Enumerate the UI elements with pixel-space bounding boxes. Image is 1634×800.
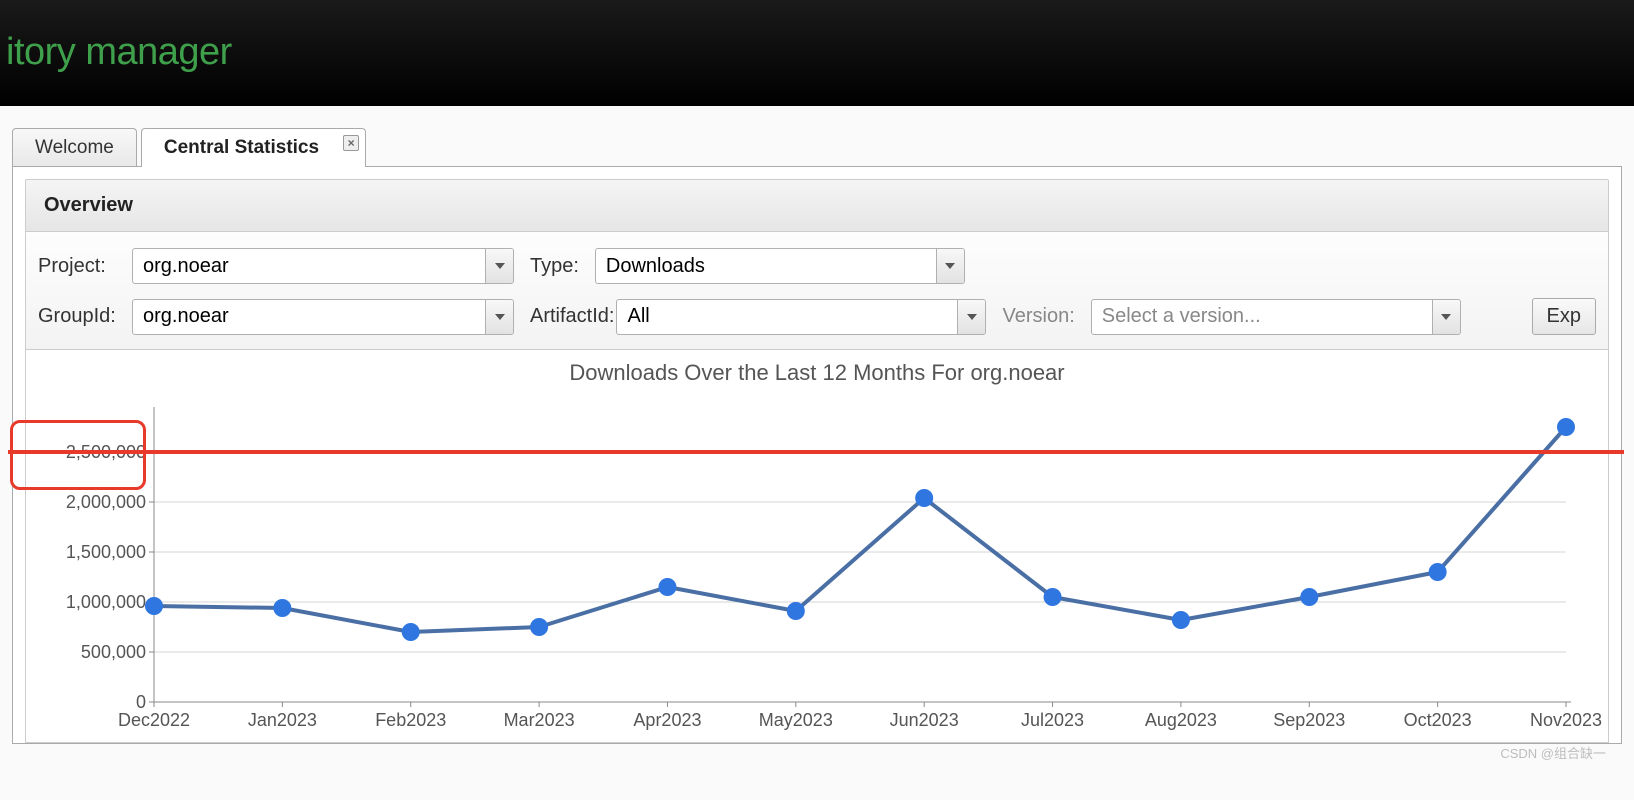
type-input[interactable] — [596, 249, 936, 283]
svg-text:Mar2023: Mar2023 — [504, 710, 575, 730]
chevron-down-icon[interactable] — [485, 249, 513, 283]
svg-text:0: 0 — [136, 692, 146, 712]
filter-row-1: Project: Type: — [38, 248, 1596, 284]
overview-panel: Overview Project: Type: GroupId: Artifac… — [12, 166, 1622, 744]
tab-central-statistics[interactable]: Central Statistics × — [141, 128, 366, 167]
svg-text:Feb2023: Feb2023 — [375, 710, 446, 730]
brand-text: itory manager — [6, 31, 232, 74]
svg-text:1,500,000: 1,500,000 — [66, 542, 146, 562]
tab-welcome[interactable]: Welcome — [12, 128, 137, 167]
svg-text:Jul2023: Jul2023 — [1021, 710, 1084, 730]
svg-text:Oct2023: Oct2023 — [1404, 710, 1472, 730]
groupid-select[interactable] — [132, 299, 514, 335]
svg-text:1,000,000: 1,000,000 — [66, 592, 146, 612]
watermark: CSDN @组合缺一 — [1500, 743, 1606, 762]
version-input[interactable] — [1092, 300, 1432, 334]
version-select[interactable] — [1091, 299, 1461, 335]
type-select[interactable] — [595, 248, 965, 284]
svg-text:Aug2023: Aug2023 — [1145, 710, 1217, 730]
artifactid-input[interactable] — [617, 300, 957, 334]
project-input[interactable] — [133, 249, 485, 283]
artifactid-label: ArtifactId: — [530, 305, 614, 328]
downloads-line-chart: 0 500,000 1,000,000 1,500,000 2,000,000 2,500… — [26, 392, 1612, 742]
chevron-down-icon[interactable] — [1432, 300, 1460, 334]
filter-row-2: GroupId: ArtifactId: Version: Exp — [38, 298, 1596, 335]
close-icon[interactable]: × — [343, 135, 359, 151]
chevron-down-icon[interactable] — [936, 249, 964, 283]
svg-text:Dec2022: Dec2022 — [118, 710, 190, 730]
groupid-label: GroupId: — [38, 305, 128, 328]
svg-text:Jan2023: Jan2023 — [248, 710, 317, 730]
artifactid-select[interactable] — [616, 299, 986, 335]
chart-area: Downloads Over the Last 12 Months For or… — [25, 350, 1609, 743]
svg-text:May2023: May2023 — [759, 710, 833, 730]
chevron-down-icon[interactable] — [485, 300, 513, 334]
top-bar: itory manager — [0, 0, 1634, 106]
svg-text:2,500,000: 2,500,000 — [66, 442, 146, 462]
tab-strip: Welcome Central Statistics × — [12, 128, 1634, 167]
svg-text:500,000: 500,000 — [81, 642, 146, 662]
svg-text:Sep2023: Sep2023 — [1273, 710, 1345, 730]
chart-title: Downloads Over the Last 12 Months For or… — [26, 360, 1608, 386]
filter-bar: Project: Type: GroupId: ArtifactId: Ve — [25, 232, 1609, 350]
tab-label: Welcome — [35, 137, 114, 158]
tab-label: Central Statistics — [164, 137, 319, 158]
project-select[interactable] — [132, 248, 514, 284]
export-button[interactable]: Exp — [1532, 298, 1596, 335]
version-label: Version: — [1002, 305, 1074, 328]
groupid-input[interactable] — [133, 300, 485, 334]
svg-text:Nov2023: Nov2023 — [1530, 710, 1602, 730]
chevron-down-icon[interactable] — [957, 300, 985, 334]
project-label: Project: — [38, 255, 116, 278]
panel-header: Overview — [25, 179, 1609, 232]
svg-text:Apr2023: Apr2023 — [633, 710, 701, 730]
svg-text:2,000,000: 2,000,000 — [66, 492, 146, 512]
svg-text:Jun2023: Jun2023 — [890, 710, 959, 730]
type-label: Type: — [530, 255, 579, 278]
